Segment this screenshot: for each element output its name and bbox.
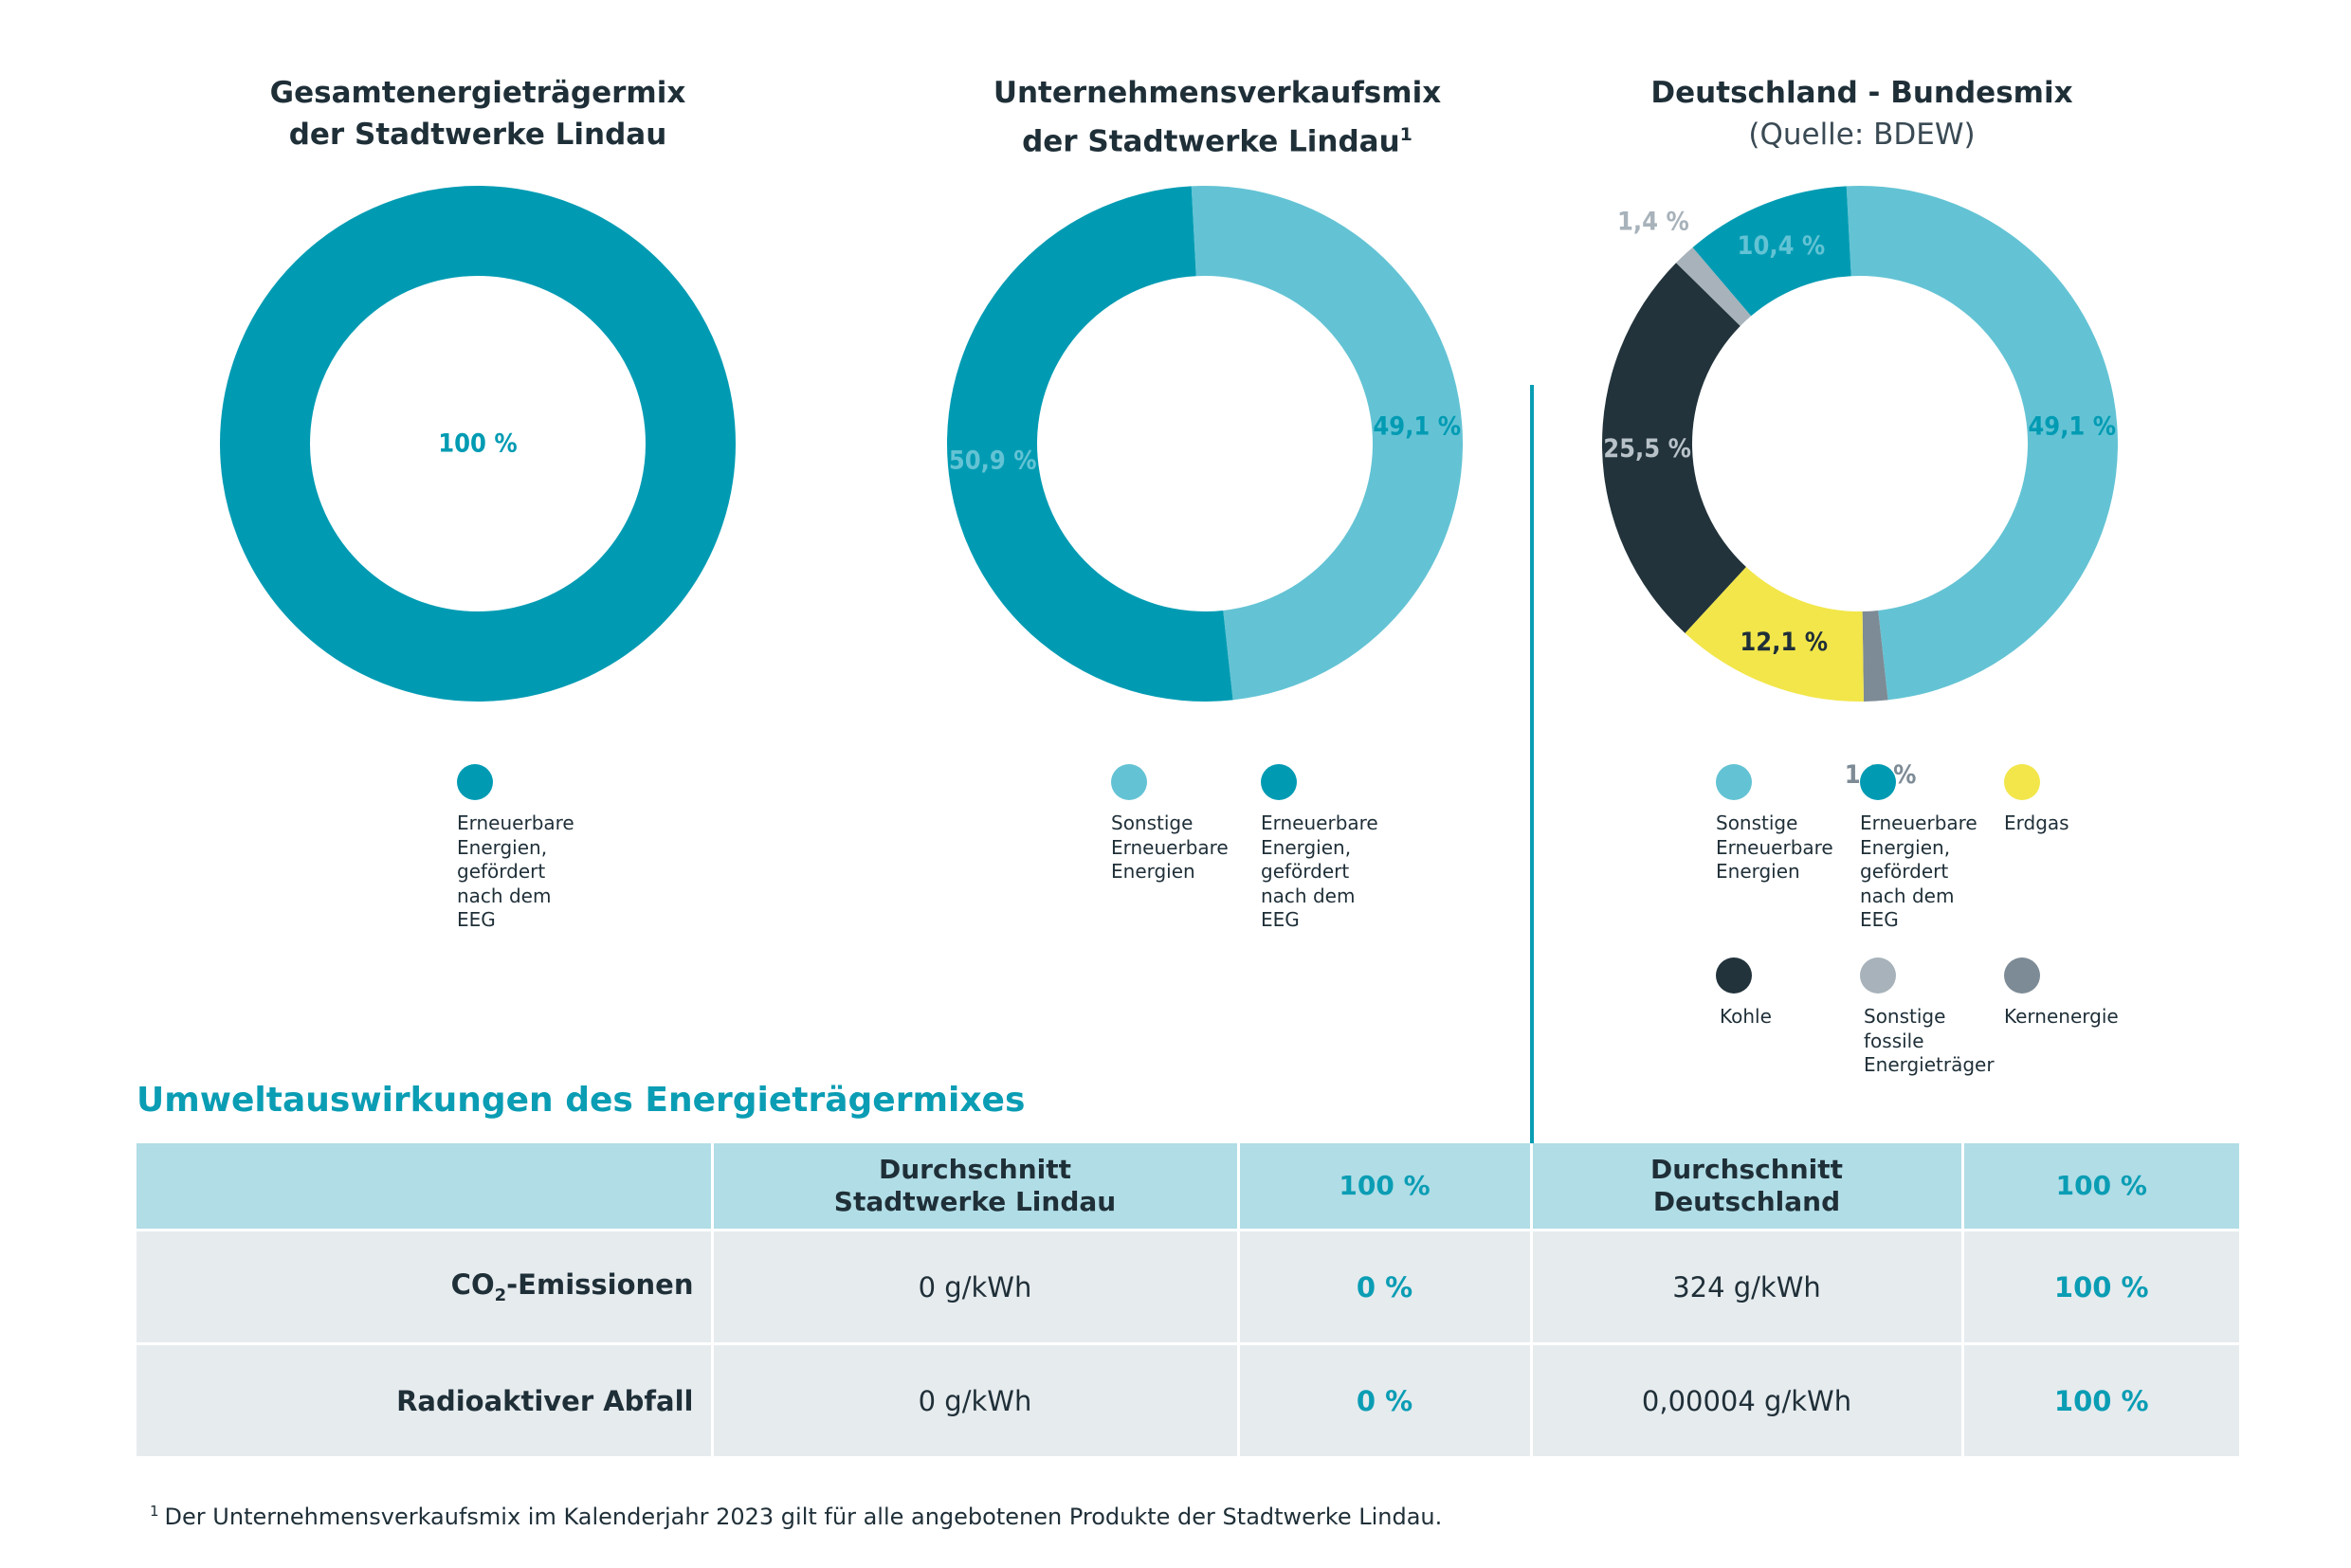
table-cell: 0 g/kWh <box>712 1343 1240 1459</box>
donut-slice-erneuerbare-energien-gef-rdert-nach-dem-eeg <box>946 186 1233 702</box>
chart-1-title: Gesamtenergieträgermix der Stadtwerke Li… <box>118 72 838 155</box>
legend-item-kernenergie: Kernenergie <box>2004 957 2146 1030</box>
legend-item-eeg: Erneuerbare Energien, gefördert nach dem… <box>457 764 599 933</box>
legend-dot <box>457 764 493 800</box>
footnote-marker: 1 <box>1399 124 1412 145</box>
table-cell-percent: 100 % <box>1962 1343 2239 1459</box>
legend-item-erdgas: Erdgas <box>2004 764 2146 836</box>
legend-dot <box>1716 957 1752 994</box>
legend-dot <box>2004 957 2040 994</box>
row-label-subscript: 2 <box>494 1285 507 1305</box>
legend-dot <box>1261 764 1297 800</box>
legend-dot <box>1860 764 1896 800</box>
legend-label: Sonstige Erneuerbare Energien <box>1111 811 1229 883</box>
legend-item-sonstige-erneuerbare: Sonstige Erneuerbare Energien <box>1111 764 1253 884</box>
data-label-erneuerbare-energien-gef-rdert-nach-dem-eeg: 10,4 % <box>1738 231 1826 261</box>
legend-dot <box>1111 764 1147 800</box>
table-header-germany-percent: 100 % <box>1962 1143 2239 1231</box>
legend-label: Kohle <box>1720 1005 1772 1028</box>
legend-label: Sonstige Erneuerbare Energien <box>1716 811 1833 883</box>
legend-label: Erneuerbare Energien, gefördert nach dem… <box>1860 811 1977 931</box>
donut-slice-sonstige-erneuerbare-energien <box>1191 186 1463 701</box>
table-cell: 324 g/kWh <box>1531 1230 1964 1345</box>
donut-slice-erneuerbare-energien-gef-rdert-nach-dem-eeg <box>220 186 736 702</box>
vertical-divider <box>1530 385 1534 1143</box>
legend-dot <box>1860 957 1896 994</box>
donut-slice-kohle <box>1602 263 1746 633</box>
legend-item-sonstige-erneuerbare: Sonstige Erneuerbare Energien <box>1716 764 1858 884</box>
row-label-co2: CO2-Emissionen <box>137 1230 714 1345</box>
legend-label: Sonstige fossile Energieträger <box>1864 1005 1995 1076</box>
row-label-rest: -Emissionen <box>506 1268 694 1302</box>
donut-slice-sonstige-fossile-energietr-ger <box>1676 246 1752 326</box>
legend-dot <box>1716 764 1752 800</box>
donut-slice-erdgas <box>1685 567 1864 702</box>
environment-impact-table: Durchschnitt Stadtwerke Lindau 100 % Dur… <box>137 1143 2239 1459</box>
table-header-lindau-percent: 100 % <box>1238 1143 1533 1231</box>
table-header-empty <box>137 1143 714 1231</box>
table-row: CO2-Emissionen 0 g/kWh 0 % 324 g/kWh 100… <box>137 1230 2239 1345</box>
chart-3-subtitle: (Quelle: BDEW) <box>1748 118 1976 152</box>
table-cell-percent: 100 % <box>1962 1230 2239 1345</box>
table-cell: 0 g/kWh <box>712 1230 1240 1345</box>
data-label-erdgas: 12,1 % <box>1740 628 1828 657</box>
footnote: 1 Der Unternehmensverkaufsmix im Kalender… <box>150 1503 1442 1530</box>
legend-item-kohle: Kohle <box>1716 957 1858 1030</box>
data-label-erneuerbare-energien-gef-rdert-nach-dem-eeg: 100 % <box>438 429 518 459</box>
table-header-row: Durchschnitt Stadtwerke Lindau 100 % Dur… <box>137 1143 2239 1231</box>
data-label-erneuerbare-energien-gef-rdert-nach-dem-eeg: 50,9 % <box>949 447 1037 476</box>
data-label-sonstige-fossile-energietr-ger: 1,4 % <box>1617 207 1689 236</box>
table-cell-percent: 0 % <box>1238 1230 1533 1345</box>
legend-item-sonstige-fossile: Sonstige fossile Energieträger <box>1860 957 2002 1078</box>
table-header-lindau-average: Durchschnitt Stadtwerke Lindau <box>712 1143 1240 1231</box>
data-label-sonstige-erneuerbare-energien: 49,1 % <box>1373 411 1461 441</box>
chart-2-title-line-1: Unternehmensverkaufsmix <box>993 76 1442 110</box>
table-row: Radioaktiver Abfall 0 g/kWh 0 % 0,00004 … <box>137 1343 2239 1459</box>
table-cell: 0,00004 g/kWh <box>1531 1343 1964 1459</box>
chart-2-title: Unternehmensverkaufsmix der Stadtwerke L… <box>857 72 1577 162</box>
donut-slice-sonstige-erneuerbare-energien <box>1846 186 2118 701</box>
chart-3-title: Deutschland - Bundesmix (Quelle: BDEW) <box>1502 72 2222 155</box>
footnote-marker: 1 <box>150 1503 159 1520</box>
legend-label: Kernenergie <box>2004 1005 2119 1028</box>
data-label-kohle: 25,5 % <box>1603 434 1691 464</box>
legend-label: Erneuerbare Energien, gefördert nach dem… <box>1261 811 1378 931</box>
donut-slice-kernenergie <box>1862 610 1888 702</box>
table-header-germany-average: Durchschnitt Deutschland <box>1531 1143 1964 1231</box>
table-cell-percent: 0 % <box>1238 1343 1533 1459</box>
legend-item-eeg: Erneuerbare Energien, gefördert nach dem… <box>1860 764 2002 933</box>
donut-slice-erneuerbare-energien-gef-rdert-nach-dem-eeg <box>1692 186 1851 317</box>
row-label-radioactive-waste: Radioaktiver Abfall <box>137 1343 714 1459</box>
row-label-main: CO <box>450 1268 495 1302</box>
chart-3-title-line-1: Deutschland - Bundesmix <box>1650 76 2073 110</box>
footnote-text: Der Unternehmensverkaufsmix im Kalenderj… <box>164 1504 1443 1530</box>
chart-2-title-line-2: der Stadtwerke Lindau1 <box>857 114 1577 162</box>
legend-label: Erneuerbare Energien, gefördert nach dem… <box>457 811 574 931</box>
data-label-sonstige-erneuerbare-energien: 49,1 % <box>2028 411 2116 441</box>
chart-1-title-line-2: der Stadtwerke Lindau <box>288 118 667 152</box>
chart-2-title-line-2-text: der Stadtwerke Lindau <box>1022 124 1400 159</box>
legend-item-eeg: Erneuerbare Energien, gefördert nach dem… <box>1261 764 1403 933</box>
row-label-main: Radioaktiver Abfall <box>396 1384 694 1417</box>
legend-dot <box>2004 764 2040 800</box>
section-title: Umweltauswirkungen des Energieträgermixe… <box>137 1081 1026 1120</box>
chart-1-title-line-1: Gesamtenergieträgermix <box>269 76 686 110</box>
legend-label: Erdgas <box>2004 811 2069 834</box>
